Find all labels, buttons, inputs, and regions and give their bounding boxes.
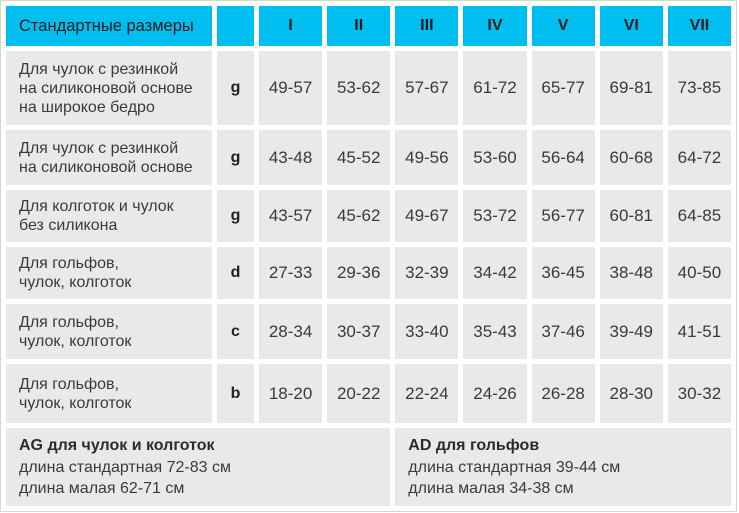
footer-ad-line: длина стандартная 39-44 см	[408, 459, 621, 476]
size-value-cell: 53-62	[327, 51, 391, 125]
size-value-cell: 43-57	[259, 190, 323, 242]
size-value-cell: 64-72	[667, 130, 731, 185]
header-title-cell: Стандартные размеры	[6, 6, 212, 46]
measurement-letter-cell: c	[217, 304, 254, 359]
size-value-cell: 61-72	[463, 51, 527, 125]
size-value-cell: 43-48	[259, 130, 323, 185]
description-line: Для гольфов,	[19, 375, 119, 393]
size-value-cell: 18-20	[259, 364, 323, 423]
product-description-cell: Для чулок с резинкой на силиконовой осно…	[6, 130, 212, 185]
header-size-cell-iv: IV	[463, 6, 527, 46]
size-value-cell: 49-56	[395, 130, 459, 185]
size-value-cell: 28-34	[259, 304, 323, 359]
size-value-cell: 56-64	[531, 130, 595, 185]
table-row: Для гольфов, чулок, колготок d 27-33 29-…	[6, 247, 731, 299]
size-value-cell: 64-85	[667, 190, 731, 242]
header-size-cell-ii: II	[327, 6, 391, 46]
footer-row: AG для чулок и колготок длина стандартна…	[6, 428, 731, 506]
description-line: на широкое бедро	[19, 98, 155, 116]
measurement-letter-cell: g	[217, 130, 254, 185]
table-row: Для чулок с резинкой на силиконовой осно…	[6, 130, 731, 185]
description-line: Для гольфов,	[19, 313, 119, 331]
size-value-cell: 37-46	[531, 304, 595, 359]
table-row: Для колготок и чулок без силикона g 43-5…	[6, 190, 731, 242]
size-value-cell: 26-28	[531, 364, 595, 423]
description-line: Для чулок с резинкой	[19, 139, 179, 157]
footer-ag-title: AG для чулок и колготок	[19, 437, 215, 454]
header-row: Стандартные размеры I II III IV V VI VII	[6, 6, 731, 46]
size-value-cell: 38-48	[599, 247, 663, 299]
size-value-cell: 33-40	[395, 304, 459, 359]
product-description-cell: Для колготок и чулок без силикона	[6, 190, 212, 242]
size-value-cell: 60-81	[599, 190, 663, 242]
header-size-cell-vi: VI	[599, 6, 663, 46]
size-value-cell: 49-57	[259, 51, 323, 125]
size-value-cell: 39-49	[599, 304, 663, 359]
footer-ag-cell: AG для чулок и колготок длина стандартна…	[6, 428, 391, 506]
size-value-cell: 29-36	[327, 247, 391, 299]
table-row: Для чулок с резинкой на силиконовой осно…	[6, 51, 731, 125]
measurement-letter-cell: b	[217, 364, 254, 423]
description-line: чулок, колготок	[19, 274, 132, 291]
description-line: Для чулок с резинкой	[19, 60, 179, 78]
header-empty-cell	[217, 6, 254, 46]
size-value-cell: 56-77	[531, 190, 595, 242]
description-line: на силиконовой основе	[19, 158, 193, 176]
footer-ag-line: длина стандартная 72-83 см	[19, 459, 231, 476]
size-value-cell: 20-22	[327, 364, 391, 423]
description-line: Для колготок и чулок	[19, 198, 174, 215]
size-value-cell: 45-52	[327, 130, 391, 185]
description-line: чулок, колготок	[19, 394, 132, 412]
header-size-cell-i: I	[259, 6, 323, 46]
size-value-cell: 30-37	[327, 304, 391, 359]
size-value-cell: 34-42	[463, 247, 527, 299]
product-description-cell: Для гольфов, чулок, колготок	[6, 247, 212, 299]
table-row: Для гольфов, чулок, колготок b 18-20 20-…	[6, 364, 731, 423]
table-row: Для гольфов, чулок, колготок c 28-34 30-…	[6, 304, 731, 359]
size-value-cell: 53-60	[463, 130, 527, 185]
header-size-cell-vii: VII	[667, 6, 731, 46]
size-value-cell: 40-50	[667, 247, 731, 299]
header-size-cell-v: V	[531, 6, 595, 46]
footer-ag-line: длина малая 62-71 см	[19, 480, 185, 497]
footer-ad-title: AD для гольфов	[408, 437, 540, 454]
size-value-cell: 30-32	[667, 364, 731, 423]
size-value-cell: 60-68	[599, 130, 663, 185]
size-value-cell: 53-72	[463, 190, 527, 242]
size-value-cell: 73-85	[667, 51, 731, 125]
product-description-cell: Для гольфов, чулок, колготок	[6, 304, 212, 359]
size-value-cell: 36-45	[531, 247, 595, 299]
measurement-letter-cell: g	[217, 190, 254, 242]
footer-ad-cell: AD для гольфов длина стандартная 39-44 с…	[395, 428, 731, 506]
description-line: без силикона	[19, 217, 118, 234]
size-value-cell: 24-26	[463, 364, 527, 423]
description-line: на силиконовой основе	[19, 79, 193, 97]
size-value-cell: 27-33	[259, 247, 323, 299]
footer-ad-line: длина малая 34-38 см	[408, 480, 574, 497]
size-value-cell: 45-62	[327, 190, 391, 242]
size-value-cell: 69-81	[599, 51, 663, 125]
product-description-cell: Для гольфов, чулок, колготок	[6, 364, 212, 423]
size-value-cell: 41-51	[667, 304, 731, 359]
size-value-cell: 32-39	[395, 247, 459, 299]
measurement-letter-cell: d	[217, 247, 254, 299]
size-value-cell: 35-43	[463, 304, 527, 359]
size-value-cell: 28-30	[599, 364, 663, 423]
size-value-cell: 49-67	[395, 190, 459, 242]
size-value-cell: 22-24	[395, 364, 459, 423]
header-size-cell-iii: III	[395, 6, 459, 46]
measurement-letter-cell: g	[217, 51, 254, 125]
description-line: чулок, колготок	[19, 332, 132, 350]
size-value-cell: 65-77	[531, 51, 595, 125]
size-value-cell: 57-67	[395, 51, 459, 125]
description-line: Для гольфов,	[19, 255, 119, 272]
product-description-cell: Для чулок с резинкой на силиконовой осно…	[6, 51, 212, 125]
